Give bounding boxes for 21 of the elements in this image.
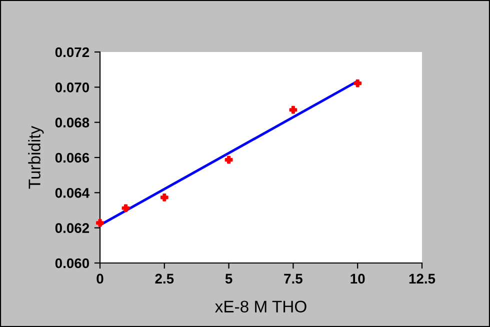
- y-tick-label: 0.062: [55, 223, 90, 234]
- x-tick-label: 2.5: [155, 274, 174, 284]
- y-tick-label: 0.072: [55, 47, 90, 58]
- y-tick-label: 0.066: [55, 152, 90, 163]
- y-tick-label: 0.070: [55, 82, 90, 92]
- point: [224, 156, 233, 164]
- point: [354, 79, 362, 88]
- point: [160, 193, 168, 202]
- y-tick-label: 0.068: [55, 118, 90, 128]
- y-tick-label: 0.064: [55, 188, 90, 198]
- x-tick-label: 5: [225, 274, 232, 284]
- point: [96, 218, 104, 227]
- x-tick-label: 12.5: [409, 274, 436, 284]
- x-tick-label: 0: [96, 274, 104, 284]
- point: [289, 106, 298, 114]
- x-tick-label: 7.5: [284, 274, 302, 284]
- x-tick-label: 10: [350, 274, 365, 284]
- point: [122, 204, 130, 212]
- y-tick-label: 0.060: [55, 258, 90, 268]
- y-axis-title: Turbidity: [28, 126, 44, 189]
- x-axis-title: xE-8 M THO: [215, 300, 306, 312]
